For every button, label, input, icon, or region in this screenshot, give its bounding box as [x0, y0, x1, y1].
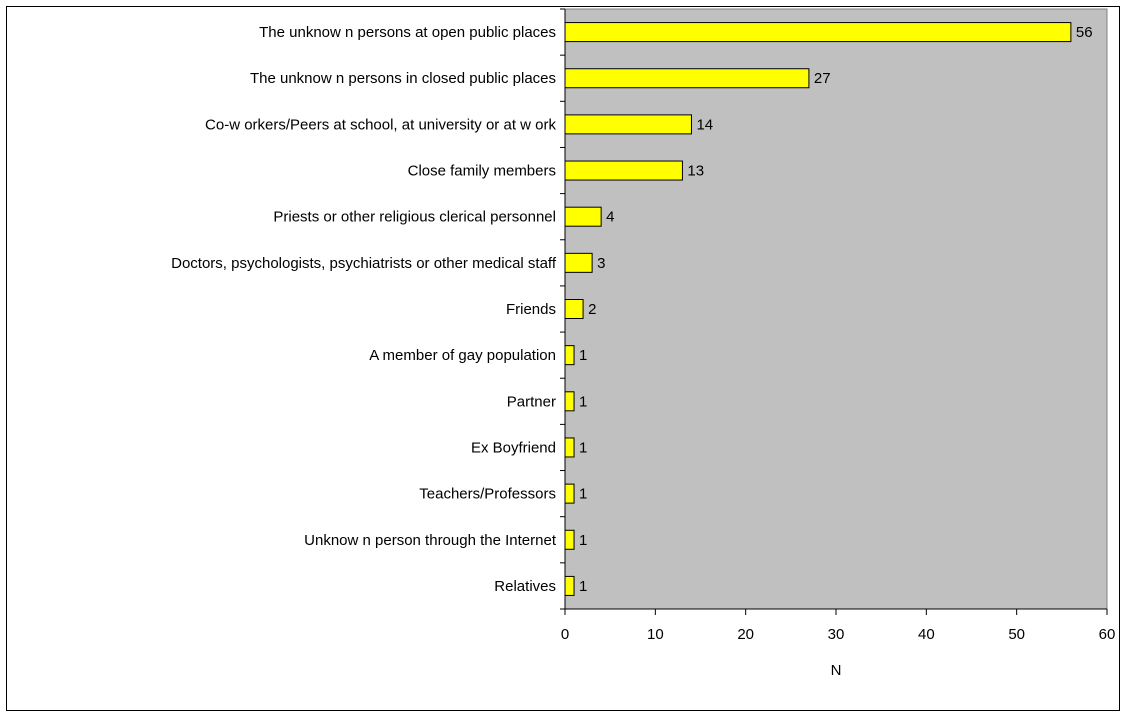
bar-12: [564, 529, 575, 550]
category-label: Close family members: [408, 163, 556, 180]
x-tick-label: 10: [647, 626, 664, 643]
category-label: Partner: [507, 393, 556, 410]
bar-11: [564, 483, 575, 504]
data-label: 1: [579, 486, 587, 503]
bar-8: [564, 345, 575, 366]
x-tick-label: 20: [737, 626, 754, 643]
data-label: 1: [579, 347, 587, 364]
category-label: Co-w orkers/Peers at school, at universi…: [205, 116, 556, 133]
category-label: Doctors, psychologists, psychiatrists or…: [171, 255, 557, 272]
data-label: 56: [1076, 24, 1093, 41]
category-label: A member of gay population: [369, 347, 556, 364]
data-label: 27: [814, 70, 831, 87]
bar-7: [564, 299, 584, 319]
data-label: 2: [588, 301, 596, 318]
bar-4: [564, 160, 683, 181]
x-axis-title: N: [831, 662, 842, 679]
x-tick-label: 40: [918, 626, 935, 643]
bar-10: [564, 437, 575, 458]
bar-3: [564, 114, 692, 135]
data-label: 1: [579, 578, 587, 595]
x-tick-label: 50: [1008, 626, 1025, 643]
data-label: 1: [579, 393, 587, 410]
category-label: Unknow n person through the Internet: [304, 532, 557, 549]
data-label: 13: [687, 163, 704, 180]
axes-layer: [560, 8, 1108, 615]
x-tick-label: 60: [1099, 626, 1116, 643]
data-label: 3: [597, 255, 605, 272]
bar-2: [564, 68, 810, 89]
category-label: Friends: [506, 301, 556, 318]
bar-5: [564, 206, 602, 227]
category-label: Ex Boyfriend: [471, 439, 556, 456]
data-label: 4: [606, 209, 614, 226]
x-tick-label: 30: [828, 626, 845, 643]
data-label: 14: [696, 116, 713, 133]
x-tick-label: 0: [561, 626, 569, 643]
category-label: Priests or other religious clerical pers…: [273, 209, 556, 226]
category-label: Relatives: [494, 578, 556, 595]
bar-9: [564, 391, 575, 412]
category-label: The unknow n persons in closed public pl…: [250, 70, 556, 87]
bars-layer: [564, 22, 1072, 596]
labels-layer: The unknow n persons at open public plac…: [171, 24, 1115, 643]
category-label: The unknow n persons at open public plac…: [259, 24, 556, 41]
bar-13: [564, 575, 575, 596]
bar-chart: The unknow n persons at open public plac…: [171, 8, 1115, 679]
data-label: 1: [579, 439, 587, 456]
plot-area: [564, 8, 1108, 610]
bar-1: [564, 22, 1072, 43]
chart-frame: The unknow n persons at open public plac…: [6, 6, 1120, 711]
bar-6: [564, 252, 593, 273]
category-label: Teachers/Professors: [419, 486, 556, 503]
data-label: 1: [579, 532, 587, 549]
